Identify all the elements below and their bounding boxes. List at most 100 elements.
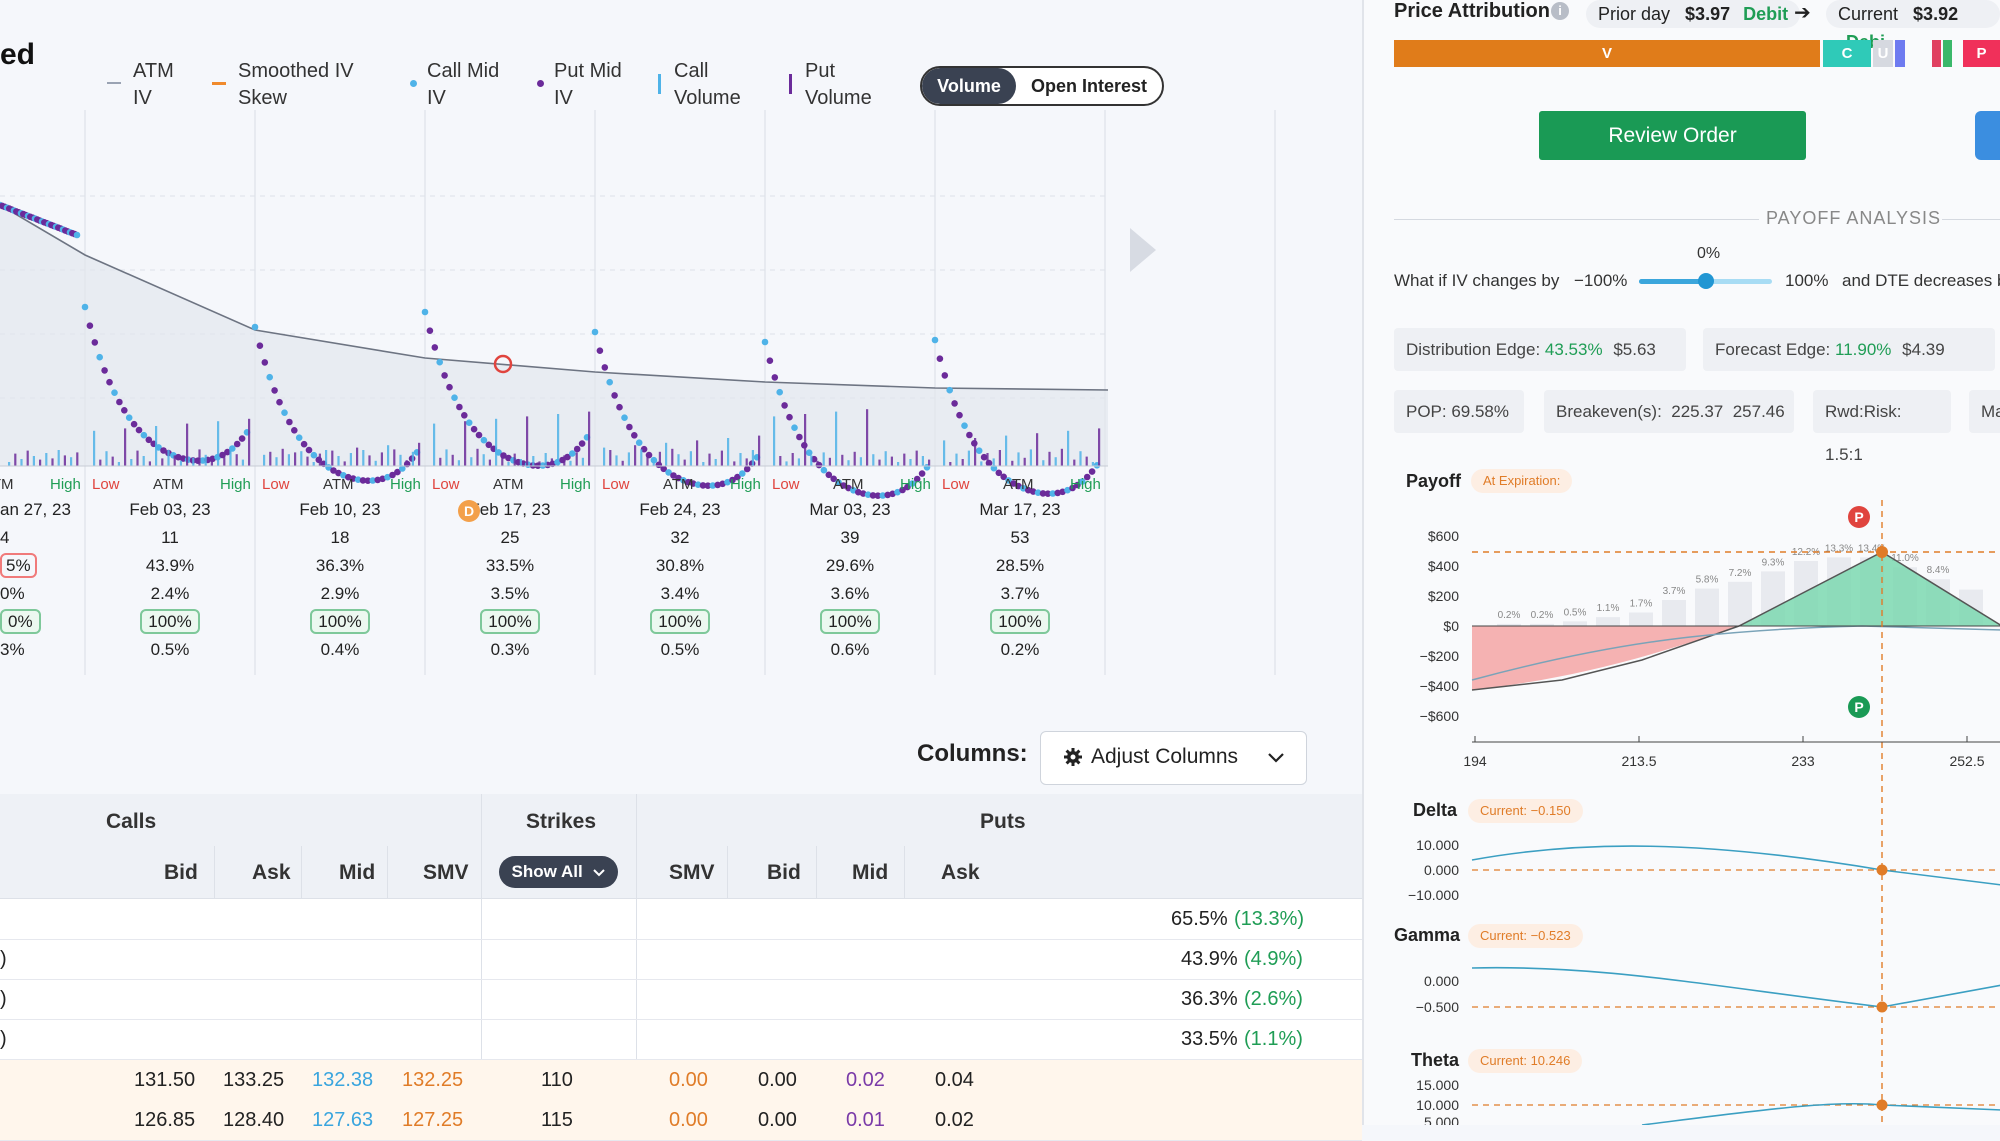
strike-high-label: High	[50, 476, 81, 493]
legend-put-mid-iv[interactable]: Put Mid IV	[537, 58, 622, 112]
iv-slider-fill	[1639, 279, 1706, 284]
attribution-bar-segment[interactable]	[1943, 40, 1952, 67]
call-smv-header[interactable]: SMV	[423, 861, 469, 884]
volume-bar	[872, 454, 875, 466]
expiration-date[interactable]: Feb 24, 23	[635, 500, 725, 520]
expiration-date-value: Feb 10, 23	[299, 500, 381, 519]
attribution-bar-charm[interactable]: C	[1823, 40, 1871, 67]
iv-slider-thumb[interactable]	[1697, 273, 1714, 289]
volume-bar	[229, 448, 232, 466]
legend-put-volume[interactable]: Put Volume	[789, 58, 872, 112]
put-ask-header[interactable]: Ask	[941, 861, 980, 884]
row-label: )	[0, 948, 7, 970]
put-mid-iv-point	[359, 477, 367, 484]
put-ask[interactable]: 0.02	[935, 1109, 974, 1131]
expiry-summary-row[interactable]: 65.5% (13.3%)	[0, 899, 1362, 940]
volume-bar	[1042, 460, 1045, 466]
attribution-bar-p[interactable]: P	[1963, 40, 2000, 67]
expiry-summary-row[interactable]: ) 36.3% (2.6%)	[0, 979, 1362, 1020]
call-mid-header[interactable]: Mid	[339, 861, 376, 884]
next-expirations-arrow-icon[interactable]	[1130, 228, 1156, 272]
call-bid[interactable]: 131.50	[134, 1069, 196, 1091]
put-bid-header[interactable]: Bid	[767, 861, 801, 884]
greek-y-tick: 0.000	[1424, 862, 1459, 878]
expiration-date[interactable]: Mar 03, 23	[805, 500, 895, 520]
volume-bar	[217, 421, 220, 466]
show-all-strikes-dropdown[interactable]: Show All	[499, 856, 618, 888]
call-ask[interactable]: 128.40	[223, 1109, 285, 1131]
call-mid[interactable]: 127.63	[312, 1109, 374, 1131]
put-bid[interactable]: 0.00	[758, 1069, 797, 1091]
put-mid-iv-point	[446, 383, 453, 391]
payoff-profit-area	[1739, 552, 2000, 626]
info-icon[interactable]: i	[1551, 2, 1569, 20]
expiry-summary-row[interactable]: ) 33.5% (1.1%)	[0, 1019, 1362, 1060]
put-mid-iv-point	[256, 342, 264, 350]
attribution-bar-u[interactable]: U	[1873, 40, 1893, 67]
legend-call-volume[interactable]: Call Volume	[658, 58, 741, 112]
volume-bar	[1060, 448, 1063, 466]
volume-bar	[615, 455, 618, 466]
expiration-ivchg: 2.9%	[295, 584, 385, 604]
put-smv: 0.00	[669, 1109, 708, 1131]
volume-bar	[563, 455, 566, 466]
expiration-iv: 29.6%	[805, 556, 895, 576]
call-bid-header[interactable]: Bid	[164, 861, 198, 884]
put-mid-iv-point	[743, 465, 751, 473]
put-mid-iv-point	[631, 432, 638, 439]
option-row[interactable]: 126.85 128.40 127.63 127.25 115 0.00 0.0…	[0, 1100, 1362, 1141]
volume-bar	[111, 456, 114, 466]
expiry-summary-row[interactable]: ) 43.9% (4.9%)	[0, 939, 1362, 980]
put-smv-header[interactable]: SMV	[669, 861, 715, 884]
volume-bar	[275, 457, 278, 466]
call-ask-header[interactable]: Ask	[252, 861, 291, 884]
volume-bar	[689, 451, 692, 466]
expiration-dte: 4	[0, 528, 9, 548]
volume-bar	[816, 460, 819, 466]
at-expiration-badge[interactable]: At Expiration:	[1471, 469, 1573, 493]
expiration-date[interactable]: Feb 03, 23	[125, 500, 215, 520]
attribution-bar-segment[interactable]	[1932, 40, 1941, 67]
forecast-edge-label: Forecast Edge:	[1715, 340, 1831, 359]
dividend-badge-icon[interactable]: D	[458, 500, 480, 522]
volume-bar	[198, 449, 201, 466]
legend-atm-iv[interactable]: ATM IV	[107, 58, 174, 112]
chain-column-header: Bid Ask Mid SMV SMV Bid Mid Ask	[0, 846, 1362, 899]
volume-oi-toggle[interactable]: Volume Open Interest	[920, 66, 1164, 106]
reward-risk-box: Rwd:Risk: 1.5:1	[1813, 390, 1951, 464]
expiration-iv: 43.9%	[125, 556, 215, 576]
prior-day-value: $3.97	[1685, 4, 1731, 24]
share-button[interactable]	[1975, 111, 2000, 160]
expiration-date[interactable]: an 27, 23	[0, 500, 71, 520]
put-mid-iv-point	[271, 387, 278, 394]
option-chain-table: Calls Strikes Puts Bid Ask Mid SMV SMV B…	[0, 794, 1362, 1141]
call-mid[interactable]: 132.38	[312, 1069, 374, 1091]
put-mid[interactable]: 0.02	[846, 1069, 885, 1091]
put-ask[interactable]: 0.04	[935, 1069, 974, 1091]
adjust-columns-dropdown[interactable]: Adjust Columns	[1040, 731, 1307, 785]
put-bid[interactable]: 0.00	[758, 1109, 797, 1131]
open-interest-toggle-button[interactable]: Open Interest	[1030, 76, 1148, 96]
volume-toggle-button[interactable]: Volume	[922, 68, 1016, 104]
expiration-date[interactable]: Feb 17, 23	[465, 500, 555, 520]
put-mid[interactable]: 0.01	[846, 1109, 885, 1131]
option-row[interactable]: 131.50 133.25 132.38 132.25 110 0.00 0.0…	[0, 1060, 1362, 1101]
put-mid-header[interactable]: Mid	[852, 861, 889, 884]
volume-bar	[451, 454, 454, 466]
attribution-bar-vega[interactable]: V	[1394, 40, 1820, 67]
call-ask[interactable]: 133.25	[223, 1069, 285, 1091]
put-mid-iv-point	[86, 322, 94, 330]
legend-call-mid-iv[interactable]: Call Mid IV	[410, 58, 499, 112]
put-mid-iv-point	[941, 372, 949, 379]
expiration-date[interactable]: Feb 10, 23	[295, 500, 385, 520]
legend-smoothed-skew-swatch	[212, 82, 226, 85]
legend-smoothed-iv-skew[interactable]: Smoothed IV Skew	[212, 58, 354, 112]
expiration-date[interactable]: Mar 17, 23	[975, 500, 1065, 520]
payoff-x-tick: 194	[1463, 753, 1487, 769]
volume-bar	[124, 428, 127, 466]
call-bid[interactable]: 126.85	[134, 1109, 196, 1131]
attribution-bar-segment[interactable]	[1895, 40, 1905, 67]
review-order-button[interactable]: Review Order	[1539, 111, 1806, 160]
payoff-greeks-charts: $600 $400 $200 $0 −$200 −$400 −$600 0.2% 0.2% 0.5…	[1408, 500, 2000, 1125]
put-mid-iv-point	[810, 455, 818, 463]
